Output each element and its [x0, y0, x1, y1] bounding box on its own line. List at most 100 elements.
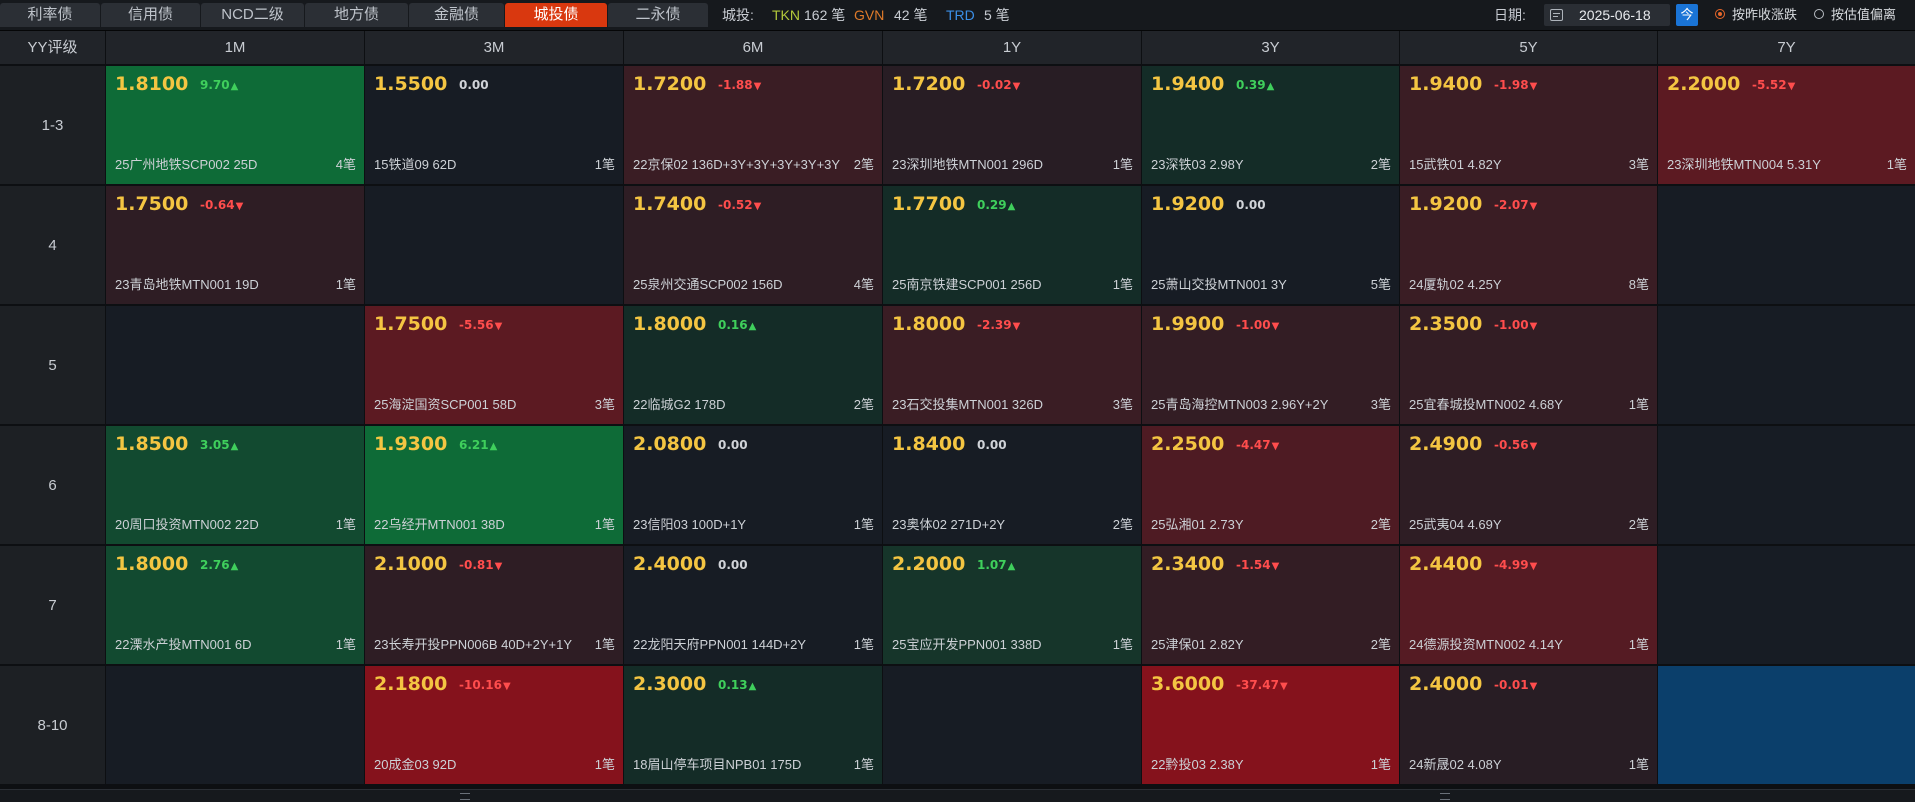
- cell-trade-count: 2笔: [1367, 634, 1391, 653]
- cell-change: 2.76▲: [200, 558, 238, 572]
- matrix-cell[interactable]: 1.7700 0.29▲ 25南京铁建SCP001 256D 1笔: [883, 186, 1141, 304]
- matrix-cell[interactable]: 1.9300 6.21▲ 22乌经开MTN001 38D 1笔: [365, 426, 623, 544]
- tab-0[interactable]: 利率债: [0, 3, 100, 27]
- matrix-cell[interactable]: 2.2500 -4.47▼ 25弘湘01 2.73Y 2笔: [1142, 426, 1399, 544]
- radio-valuation-label: 按估值偏离: [1831, 7, 1897, 22]
- rating-column-header: YY评级: [0, 31, 105, 64]
- rating-row-label: 5: [0, 306, 105, 424]
- tab-4[interactable]: 金融债: [409, 3, 504, 27]
- cell-change-value: -0.81: [459, 558, 494, 572]
- cell-bond-name: 20周口投资MTN002 22D: [115, 517, 259, 532]
- cell-yield: 2.4000: [1409, 673, 1483, 695]
- matrix-cell[interactable]: 1.8100 9.70▲ 25广州地铁SCP002 25D 4笔: [106, 66, 364, 184]
- matrix-cell[interactable]: 1.7200 -0.02▼ 23深圳地铁MTN001 296D 1笔: [883, 66, 1141, 184]
- matrix-cell[interactable]: 1.9200 -2.07▼ 24厦轨02 4.25Y 8笔: [1400, 186, 1657, 304]
- tenor-header[interactable]: 1Y: [883, 31, 1141, 64]
- matrix-cell[interactable]: 1.8400 0.00 23奥体02 271D+2Y 2笔: [883, 426, 1141, 544]
- matrix-cell[interactable]: 1.7500 -0.64▼ 23青岛地铁MTN001 19D 1笔: [106, 186, 364, 304]
- tenor-header[interactable]: 3M: [365, 31, 623, 64]
- bottom-scrollbar[interactable]: [0, 789, 1915, 802]
- date-value[interactable]: 2025-06-18: [1579, 7, 1651, 23]
- today-button[interactable]: 今: [1676, 4, 1698, 26]
- cell-yield: 1.8000: [633, 313, 707, 335]
- matrix-cell[interactable]: 2.4400 -4.99▼ 24德源投资MTN002 4.14Y 1笔: [1400, 546, 1657, 664]
- matrix-cell[interactable]: 2.4000 -0.01▼ 24新晟02 4.08Y 1笔: [1400, 666, 1657, 784]
- arrow-down-icon: ▼: [1271, 561, 1280, 572]
- cell-yield: 1.7500: [115, 193, 189, 215]
- cell-change: 0.39▲: [1236, 78, 1274, 92]
- matrix-cell[interactable]: 2.4000 0.00 22龙阳天府PPN001 144D+2Y 1笔: [624, 546, 882, 664]
- cell-change-value: -10.16: [459, 678, 502, 692]
- tenor-header[interactable]: 7Y: [1658, 31, 1915, 64]
- calendar-icon[interactable]: [1550, 9, 1563, 21]
- matrix-cell[interactable]: 2.0800 0.00 23信阳03 100D+1Y 1笔: [624, 426, 882, 544]
- tenor-header[interactable]: 3Y: [1142, 31, 1399, 64]
- matrix-cell[interactable]: 2.1000 -0.81▼ 23长寿开投PPN006B 40D+2Y+1Y 1笔: [365, 546, 623, 664]
- date-picker[interactable]: 2025-06-18: [1544, 4, 1670, 26]
- cell-yield: 2.0800: [633, 433, 707, 455]
- cell-yield: 2.3000: [633, 673, 707, 695]
- resize-grip-icon[interactable]: [460, 793, 470, 800]
- arrow-up-icon: ▲: [230, 441, 239, 452]
- cell-bond-name: 22京保02 136D+3Y+3Y+3Y+3Y+3Y: [633, 157, 841, 172]
- matrix-cell[interactable]: 1.9900 -1.00▼ 25青岛海控MTN003 2.96Y+2Y 3笔: [1142, 306, 1399, 424]
- cell-trade-count: 1笔: [1367, 754, 1391, 773]
- cell-change-value: 0.29: [977, 198, 1007, 212]
- cell-yield: 1.9400: [1151, 73, 1225, 95]
- arrow-up-icon: ▲: [489, 441, 498, 452]
- resize-grip-icon[interactable]: [1440, 793, 1450, 800]
- tenor-header[interactable]: 5Y: [1400, 31, 1657, 64]
- cell-trade-count: 1笔: [850, 634, 874, 653]
- matrix-cell[interactable]: 1.8000 0.16▲ 22临城G2 178D 2笔: [624, 306, 882, 424]
- cell-change: 0.13▲: [718, 678, 756, 692]
- cell-yield: 1.7400: [633, 193, 707, 215]
- tab-6[interactable]: 二永债: [608, 3, 708, 27]
- matrix-cell[interactable]: [1658, 666, 1915, 784]
- cell-bond-name: 15铁道09 62D: [374, 157, 457, 172]
- matrix-cell[interactable]: 1.8500 3.05▲ 20周口投资MTN002 22D 1笔: [106, 426, 364, 544]
- radio-unselected-icon[interactable]: [1814, 9, 1824, 19]
- matrix-cell[interactable]: 1.9200 0.00 25萧山交投MTN001 3Y 5笔: [1142, 186, 1399, 304]
- cell-change: -37.47▼: [1236, 678, 1288, 692]
- cell-change-value: 0.13: [718, 678, 748, 692]
- tab-1[interactable]: 信用债: [101, 3, 200, 27]
- matrix-cell[interactable]: 1.7500 -5.56▼ 25海淀国资SCP001 58D 3笔: [365, 306, 623, 424]
- matrix-cell[interactable]: 2.2000 -5.52▼ 23深圳地铁MTN004 5.31Y 1笔: [1658, 66, 1915, 184]
- matrix-cell[interactable]: 1.7400 -0.52▼ 25泉州交通SCP002 156D 4笔: [624, 186, 882, 304]
- cell-bond-name: 25津保01 2.82Y: [1151, 637, 1244, 652]
- tab-2[interactable]: NCD二级: [201, 3, 304, 27]
- matrix-cell[interactable]: 1.8000 2.76▲ 22溧水产投MTN001 6D 1笔: [106, 546, 364, 664]
- cell-trade-count: 1笔: [1625, 394, 1649, 413]
- tenor-header[interactable]: 1M: [106, 31, 364, 64]
- cell-bond-name: 23深铁03 2.98Y: [1151, 157, 1244, 172]
- matrix-cell[interactable]: 2.4900 -0.56▼ 25武夷04 4.69Y 2笔: [1400, 426, 1657, 544]
- arrow-down-icon: ▼: [753, 81, 762, 92]
- matrix-cell[interactable]: 2.3500 -1.00▼ 25宜春城投MTN002 4.68Y 1笔: [1400, 306, 1657, 424]
- matrix-cell[interactable]: 2.2000 1.07▲ 25宝应开发PPN001 338D 1笔: [883, 546, 1141, 664]
- tab-3[interactable]: 地方债: [305, 3, 408, 27]
- matrix-cell[interactable]: 2.3000 0.13▲ 18眉山停车项目NPB01 175D 1笔: [624, 666, 882, 784]
- matrix-cell[interactable]: 1.7200 -1.88▼ 22京保02 136D+3Y+3Y+3Y+3Y+3Y 2笔: [624, 66, 882, 184]
- cell-yield: 1.7500: [374, 313, 448, 335]
- cell-trade-count: 3笔: [1367, 394, 1391, 413]
- matrix-cell[interactable]: 1.8000 -2.39▼ 23石交投集MTN001 326D 3笔: [883, 306, 1141, 424]
- matrix-cell[interactable]: 3.6000 -37.47▼ 22黔投03 2.38Y 1笔: [1142, 666, 1399, 784]
- cell-change: -0.02▼: [977, 78, 1020, 92]
- tab-5[interactable]: 城投债: [505, 3, 607, 27]
- arrow-down-icon: ▼: [1529, 441, 1538, 452]
- cell-yield: 2.3400: [1151, 553, 1225, 575]
- cell-change: 0.16▲: [718, 318, 756, 332]
- cell-change: 3.05▲: [200, 438, 238, 452]
- matrix-cell[interactable]: 2.1800 -10.16▼ 20成金03 92D 1笔: [365, 666, 623, 784]
- cell-yield: 3.6000: [1151, 673, 1225, 695]
- cell-change: 1.07▲: [977, 558, 1015, 572]
- cell-bond-name: 22临城G2 178D: [633, 397, 726, 412]
- rating-row-label: 1-3: [0, 66, 105, 184]
- matrix-cell[interactable]: 1.9400 -1.98▼ 15武铁01 4.82Y 3笔: [1400, 66, 1657, 184]
- tenor-header[interactable]: 6M: [624, 31, 882, 64]
- cell-yield: 1.8100: [115, 73, 189, 95]
- radio-selected-icon[interactable]: [1715, 9, 1725, 19]
- matrix-cell[interactable]: 1.5500 0.00 15铁道09 62D 1笔: [365, 66, 623, 184]
- matrix-cell[interactable]: 1.9400 0.39▲ 23深铁03 2.98Y 2笔: [1142, 66, 1399, 184]
- matrix-cell[interactable]: 2.3400 -1.54▼ 25津保01 2.82Y 2笔: [1142, 546, 1399, 664]
